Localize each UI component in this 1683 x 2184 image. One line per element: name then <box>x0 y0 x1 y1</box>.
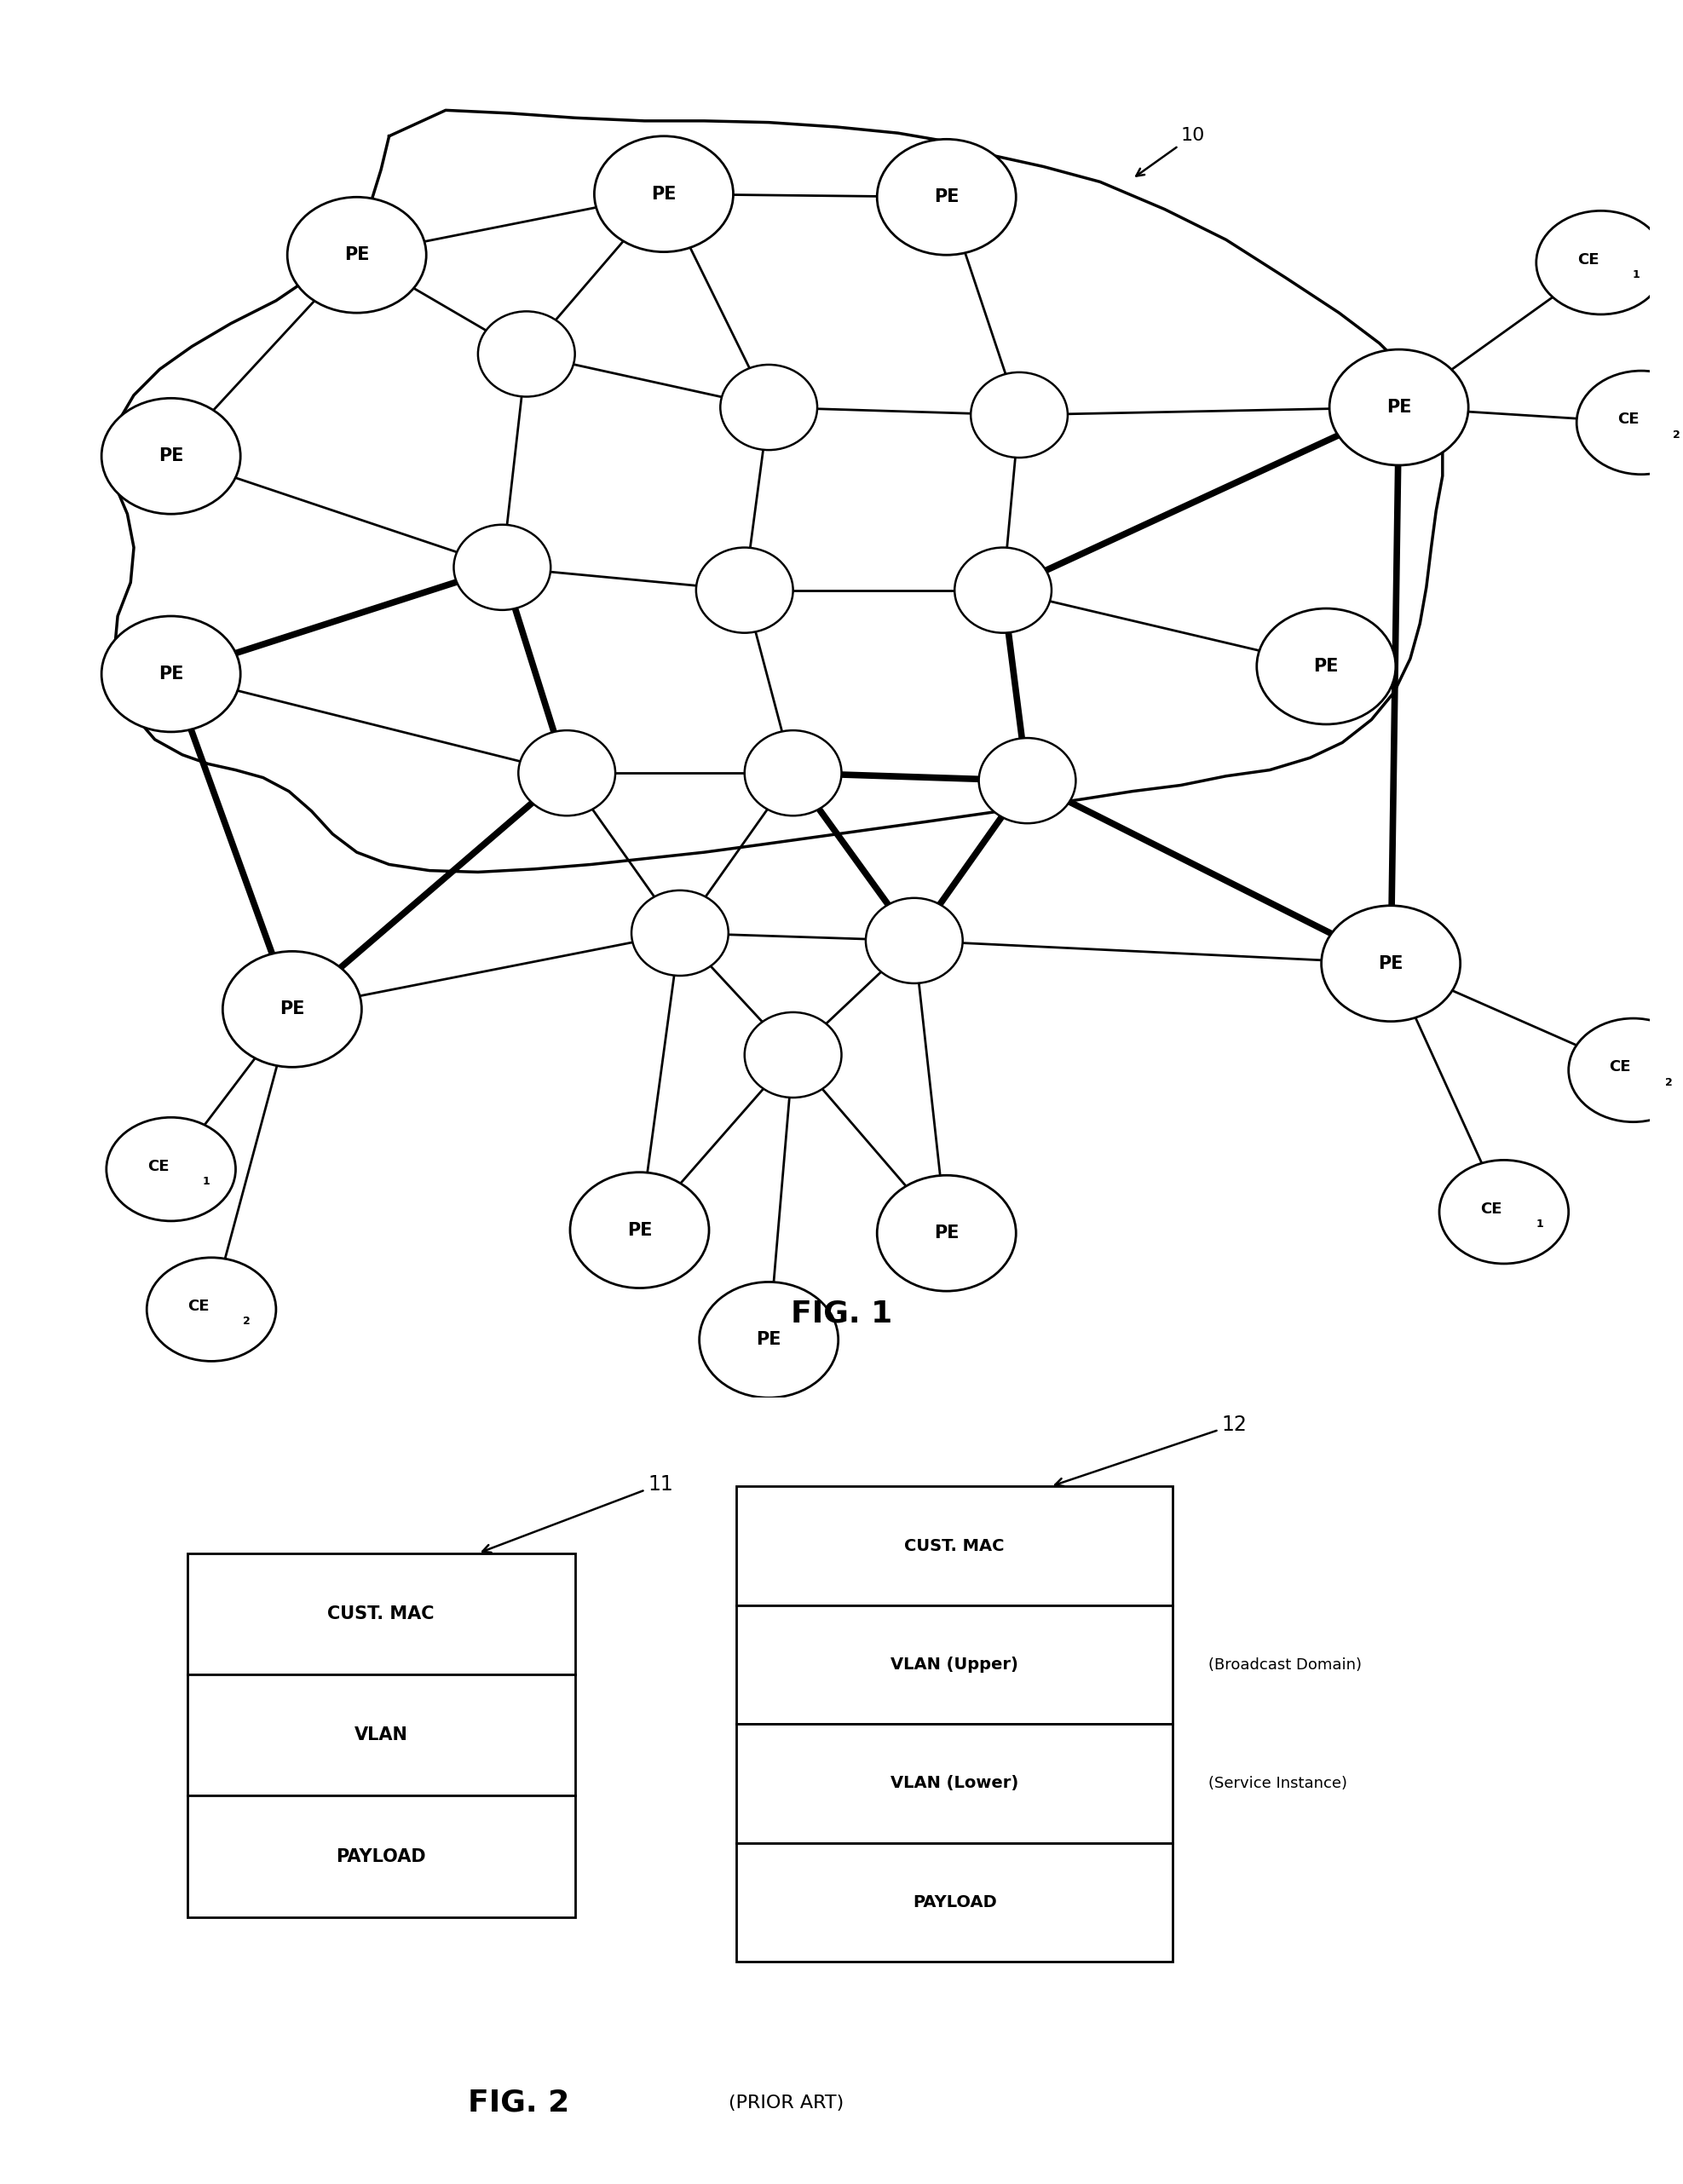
Text: CUST. MAC: CUST. MAC <box>904 1538 1005 1555</box>
Ellipse shape <box>1577 371 1683 474</box>
Ellipse shape <box>1537 212 1666 314</box>
Text: PE: PE <box>756 1332 781 1348</box>
Ellipse shape <box>877 140 1017 256</box>
Ellipse shape <box>1321 906 1461 1022</box>
Text: CE: CE <box>1479 1201 1501 1216</box>
Text: 1: 1 <box>1537 1219 1543 1230</box>
Text: CE: CE <box>146 1158 168 1173</box>
Ellipse shape <box>700 1282 838 1398</box>
Text: PE: PE <box>1378 954 1404 972</box>
Ellipse shape <box>877 1175 1017 1291</box>
Ellipse shape <box>571 1173 709 1289</box>
Text: VLAN (Upper): VLAN (Upper) <box>890 1655 1018 1673</box>
Ellipse shape <box>1569 1018 1683 1123</box>
Text: 1: 1 <box>204 1175 210 1186</box>
Ellipse shape <box>697 548 793 633</box>
Bar <box>737 1605 1173 1723</box>
Ellipse shape <box>980 738 1075 823</box>
Ellipse shape <box>631 891 729 976</box>
Text: PE: PE <box>158 448 183 465</box>
Ellipse shape <box>744 1011 842 1099</box>
Text: PE: PE <box>651 186 677 203</box>
Ellipse shape <box>478 312 576 397</box>
Ellipse shape <box>865 898 963 983</box>
Bar <box>187 1675 576 1795</box>
Bar <box>737 1487 1173 1605</box>
Bar <box>737 1723 1173 1843</box>
Text: FIG. 2: FIG. 2 <box>468 2088 569 2116</box>
Text: CE: CE <box>1609 1059 1631 1075</box>
Text: PE: PE <box>1387 400 1412 415</box>
Ellipse shape <box>954 548 1052 633</box>
Text: 2: 2 <box>1664 1077 1673 1088</box>
Ellipse shape <box>454 524 550 609</box>
Text: 10: 10 <box>1136 127 1205 177</box>
Text: VLAN (Lower): VLAN (Lower) <box>890 1776 1018 1791</box>
Text: CE: CE <box>1577 251 1599 266</box>
Ellipse shape <box>594 135 734 251</box>
Bar <box>187 1553 576 1675</box>
Ellipse shape <box>106 1118 236 1221</box>
Text: CUST. MAC: CUST. MAC <box>328 1605 434 1623</box>
Text: CE: CE <box>187 1299 209 1315</box>
Text: PE: PE <box>628 1221 651 1238</box>
Ellipse shape <box>971 371 1067 459</box>
Ellipse shape <box>720 365 818 450</box>
Text: (Service Instance): (Service Instance) <box>1208 1776 1346 1791</box>
Text: FIG. 1: FIG. 1 <box>791 1299 892 1328</box>
Text: 12: 12 <box>1055 1415 1247 1485</box>
Ellipse shape <box>744 729 842 815</box>
Text: PE: PE <box>934 1225 959 1243</box>
Text: 2: 2 <box>1673 430 1681 441</box>
Text: PE: PE <box>1314 657 1338 675</box>
Text: PE: PE <box>934 188 959 205</box>
Bar <box>737 1843 1173 1961</box>
Text: PE: PE <box>158 666 183 684</box>
Ellipse shape <box>101 397 241 513</box>
Ellipse shape <box>222 952 362 1068</box>
Text: (PRIOR ART): (PRIOR ART) <box>729 2094 843 2112</box>
Text: VLAN: VLAN <box>353 1728 407 1743</box>
Text: 11: 11 <box>483 1474 673 1553</box>
Text: 1: 1 <box>1633 269 1641 280</box>
Ellipse shape <box>146 1258 276 1361</box>
Bar <box>187 1795 576 1918</box>
Ellipse shape <box>1257 609 1395 725</box>
Text: PE: PE <box>345 247 369 264</box>
Ellipse shape <box>288 197 426 312</box>
Ellipse shape <box>1330 349 1468 465</box>
Text: (Broadcast Domain): (Broadcast Domain) <box>1208 1658 1362 1673</box>
Text: PAYLOAD: PAYLOAD <box>912 1894 996 1911</box>
Text: PAYLOAD: PAYLOAD <box>337 1848 426 1865</box>
Ellipse shape <box>518 729 616 815</box>
Text: CE: CE <box>1617 413 1639 428</box>
Ellipse shape <box>1439 1160 1569 1265</box>
Text: PE: PE <box>279 1000 305 1018</box>
Text: 2: 2 <box>244 1317 251 1328</box>
Ellipse shape <box>101 616 241 732</box>
